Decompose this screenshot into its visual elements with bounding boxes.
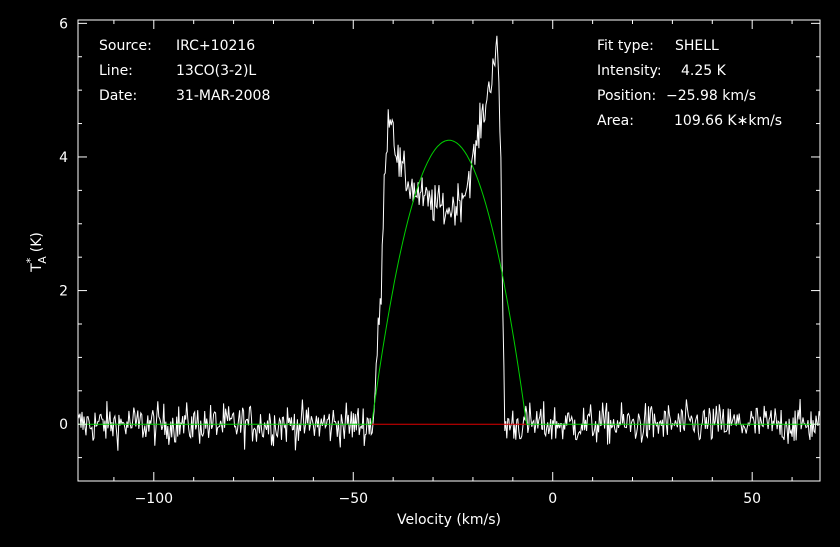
position-value: −25.98 km/s (666, 88, 756, 104)
y-tick-label: 0 (59, 417, 68, 433)
series-shell-fit (78, 139, 820, 425)
y-axis-subscript: A (36, 256, 49, 264)
tick-layer: −100 −50 0 50 0 2 4 6 (59, 16, 820, 507)
y-axis-label: T*A (K) (24, 232, 49, 273)
date-key: Date: (99, 88, 137, 104)
x-tick-label: −50 (338, 491, 368, 507)
area-value: 109.66 K∗km/s (674, 113, 782, 129)
source-key: Source: (99, 38, 152, 54)
line-value: 13CO(3-2)L (176, 63, 256, 79)
intensity-value: 4.25 K (681, 63, 727, 79)
x-tick-label: 0 (548, 491, 557, 507)
source-value: IRC+10216 (176, 38, 255, 54)
y-axis-symbol: T (29, 263, 45, 273)
x-tick-label: −100 (135, 491, 173, 507)
fit-type-key: Fit type: (597, 38, 654, 54)
header-left: Source: IRC+10216 Line: 13CO(3-2)L Date:… (99, 38, 270, 104)
y-tick-label: 6 (59, 16, 68, 32)
series-observed-spectrum (77, 35, 821, 451)
plot-frame (77, 19, 821, 482)
date-value: 31-MAR-2008 (176, 88, 270, 104)
line-key: Line: (99, 63, 133, 79)
intensity-key: Intensity: (597, 63, 662, 79)
y-axis-label-text: T*A (K) (24, 232, 49, 273)
x-tick-label: 50 (743, 491, 761, 507)
y-axis-superscript: * (24, 257, 37, 263)
y-tick-label: 2 (59, 284, 68, 300)
area-key: Area: (597, 113, 634, 129)
header-right: Fit type: SHELL Intensity: 4.25 K Positi… (597, 38, 782, 129)
x-axis-label: Velocity (km/s) (397, 512, 501, 528)
data-layer (77, 35, 821, 451)
y-tick-label: 4 (59, 150, 68, 166)
position-key: Position: (597, 88, 656, 104)
y-axis-unit: (K) (29, 232, 45, 252)
fit-type-value: SHELL (675, 38, 719, 54)
